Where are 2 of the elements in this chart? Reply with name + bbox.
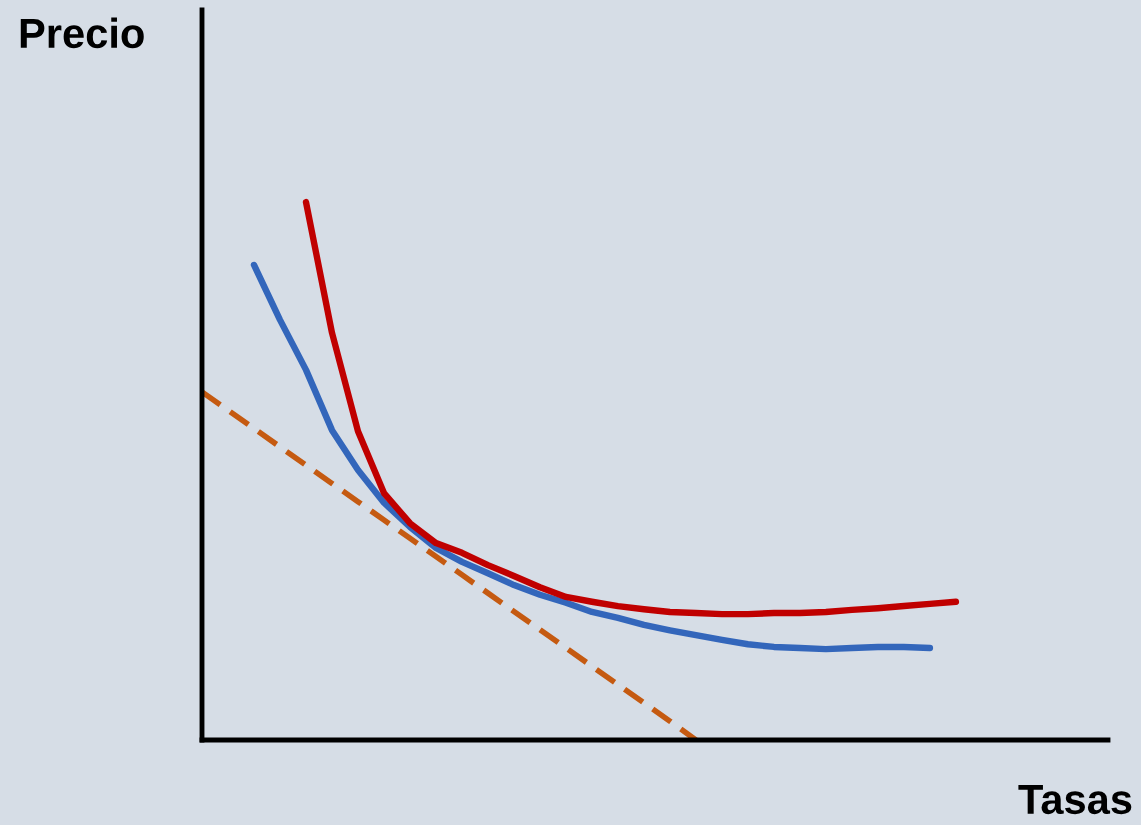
y-axis-title: Precio (20, 17, 144, 49)
x-axis-title: Tasas (1018, 785, 1132, 815)
